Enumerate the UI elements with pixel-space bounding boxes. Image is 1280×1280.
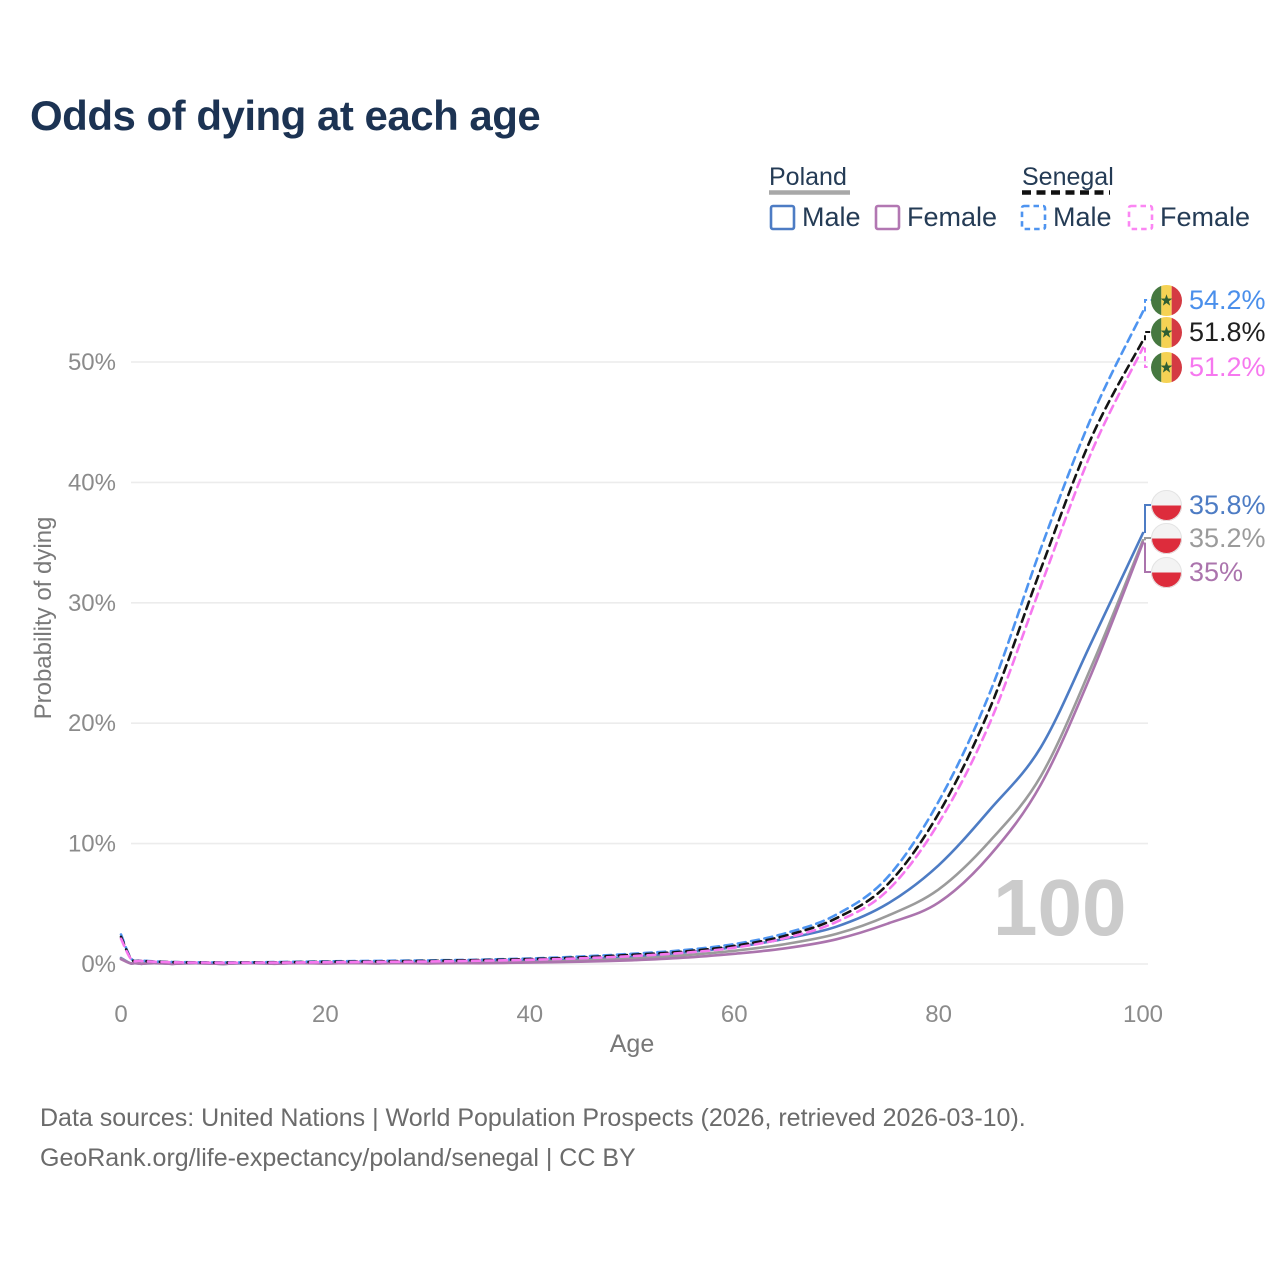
end-label-value: 35% xyxy=(1189,556,1244,587)
end-label-value: 51.8% xyxy=(1189,316,1266,347)
poland-male-swatch-icon xyxy=(769,204,796,230)
poland-flag-icon xyxy=(1151,556,1182,588)
x-tick-label: 20 xyxy=(312,1001,339,1028)
x-axis-title: Age xyxy=(610,1030,654,1058)
end-label-value: 51.2% xyxy=(1189,351,1266,382)
x-tick-label: 40 xyxy=(516,1001,543,1028)
senegal-dashed-line-icon xyxy=(1022,190,1110,195)
legend-item-poland-male[interactable]: Male xyxy=(769,202,861,232)
y-tick-label: 30% xyxy=(68,590,116,617)
legend-group-poland-label: Poland xyxy=(769,163,847,191)
line-senegal-female[interactable] xyxy=(119,346,1145,965)
poland-flag-icon xyxy=(1151,522,1182,554)
attribution-text: GeoRank.org/life-expectancy/poland/seneg… xyxy=(40,1144,636,1172)
y-tick-label: 50% xyxy=(68,349,116,376)
end-label-connector xyxy=(1144,347,1152,368)
legend-item-senegal-male[interactable]: Male xyxy=(1020,202,1112,232)
senegal-flag-icon xyxy=(1151,284,1182,316)
legend-item-label: Female xyxy=(1160,201,1251,232)
y-tick-label: 20% xyxy=(68,710,116,737)
end-label-senegal-male: 54.2% xyxy=(1151,284,1266,316)
end-label-poland-male: 35.8% xyxy=(1151,489,1266,521)
end-label-connector xyxy=(1144,537,1152,541)
y-tick-label: 40% xyxy=(68,469,116,496)
end-label-value: 54.2% xyxy=(1189,284,1266,315)
senegal-flag-icon xyxy=(1151,316,1182,348)
end-label-senegal-female: 51.2% xyxy=(1151,351,1266,383)
legend-group-senegal-label: Senegal xyxy=(1022,163,1114,191)
line-poland[interactable] xyxy=(119,538,1145,966)
age-counter-watermark: 100 xyxy=(993,863,1127,952)
poland-solid-line-icon xyxy=(769,190,850,195)
poland-female-swatch-icon xyxy=(874,204,901,230)
senegal-female-swatch-icon xyxy=(1127,204,1154,230)
legend-item-label: Male xyxy=(802,201,861,232)
end-label-connector xyxy=(1144,299,1152,312)
x-tick-label: 100 xyxy=(1123,1001,1163,1028)
line-senegal-male[interactable] xyxy=(119,310,1145,964)
end-label-poland-female: 35% xyxy=(1151,556,1243,588)
senegal-flag-icon xyxy=(1151,351,1182,383)
line-senegal[interactable] xyxy=(119,339,1145,964)
data-sources-text: Data sources: United Nations | World Pop… xyxy=(40,1104,1026,1132)
x-tick-label: 80 xyxy=(925,1001,952,1028)
y-tick-label: 0% xyxy=(81,951,116,978)
end-label-value: 35.2% xyxy=(1189,522,1266,553)
end-label-senegal: 51.8% xyxy=(1151,316,1266,348)
senegal-male-swatch-icon xyxy=(1020,204,1047,230)
x-tick-label: 0 xyxy=(114,1001,127,1028)
y-tick-label: 10% xyxy=(68,831,116,858)
line-poland-male[interactable] xyxy=(119,531,1145,966)
legend-item-label: Female xyxy=(907,201,998,232)
line-poland-female[interactable] xyxy=(119,541,1145,966)
poland-flag-icon xyxy=(1151,489,1182,521)
end-label-value: 35.8% xyxy=(1189,489,1266,520)
end-label-connector xyxy=(1144,542,1152,573)
end-label-connector xyxy=(1144,504,1152,533)
legend-item-senegal-female[interactable]: Female xyxy=(1127,202,1250,232)
end-label-poland: 35.2% xyxy=(1151,522,1266,554)
legend-item-label: Male xyxy=(1053,201,1112,232)
x-tick-label: 60 xyxy=(721,1001,748,1028)
legend-item-poland-female[interactable]: Female xyxy=(874,202,997,232)
end-label-connector xyxy=(1144,331,1152,341)
page-title: Odds of dying at each age xyxy=(30,92,541,139)
